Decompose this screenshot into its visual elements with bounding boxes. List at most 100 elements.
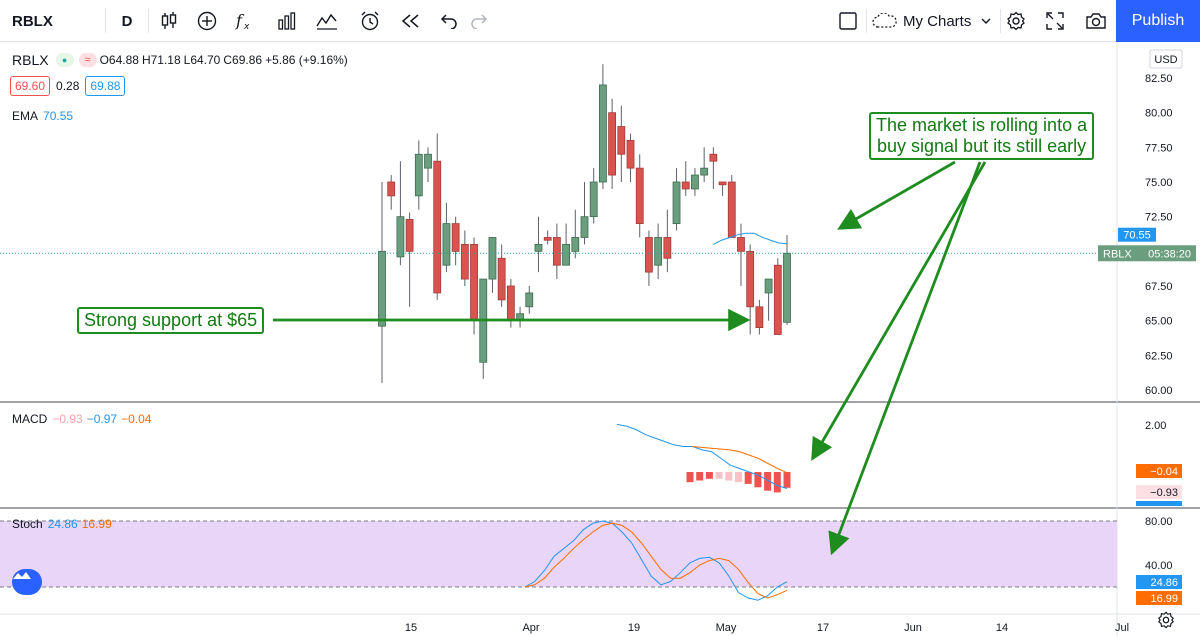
price-tick: 75.00 xyxy=(1145,177,1173,189)
candle-body xyxy=(764,278,773,294)
chart-area[interactable]: USD82.5080.0077.5075.0072.5070.0067.5065… xyxy=(0,42,1200,636)
macd-histogram-bar xyxy=(754,472,762,488)
candle-body xyxy=(562,243,570,266)
macd-histogram-bar xyxy=(735,472,742,483)
stoch-k-badge-label: 24.86 xyxy=(1150,577,1178,589)
candle-body xyxy=(405,219,414,252)
macd-line-value: −0.97 xyxy=(86,412,118,426)
legend-high: H71.18 xyxy=(141,53,181,67)
macd-histogram-bar xyxy=(696,472,704,481)
macd-signal-value: −0.04 xyxy=(121,412,152,426)
candle-body xyxy=(654,237,663,266)
candle-body xyxy=(534,243,543,252)
candles-icon[interactable] xyxy=(155,0,183,42)
wave-icon[interactable]: ≈ xyxy=(78,53,97,67)
candle xyxy=(571,209,580,259)
macd-tick: 2.00 xyxy=(1145,420,1166,432)
candle-body xyxy=(783,252,791,323)
legend-open: O64.88 xyxy=(99,53,139,67)
candle xyxy=(727,175,736,238)
replay-icon[interactable] xyxy=(396,0,426,42)
candle xyxy=(755,299,764,335)
stoch-d-badge xyxy=(1136,591,1182,605)
price-tick: 80.00 xyxy=(1145,108,1173,120)
visibility-dot-icon[interactable]: ● xyxy=(55,53,74,67)
candle xyxy=(709,147,718,189)
buy-signal-line-1: The market is rolling into a xyxy=(876,115,1088,135)
candle-body xyxy=(691,174,699,190)
macd-signal-badge-label: −0.04 xyxy=(1150,466,1178,478)
stoch-d-badge-label: 16.99 xyxy=(1150,593,1178,605)
candle-body xyxy=(571,237,580,252)
candle-body xyxy=(589,181,598,218)
layout-icon[interactable] xyxy=(835,0,861,42)
my-charts-button[interactable]: My Charts xyxy=(872,0,996,42)
annotation-arrow xyxy=(811,161,987,461)
candle xyxy=(451,216,460,266)
stoch-k-line xyxy=(524,520,788,601)
camera-icon[interactable] xyxy=(1083,0,1109,42)
candle-body xyxy=(451,223,460,252)
candle xyxy=(424,147,432,182)
settings-icon[interactable] xyxy=(1003,0,1029,42)
candle-body xyxy=(488,237,497,280)
price-badge xyxy=(1098,245,1196,262)
price-tick: 62.50 xyxy=(1145,350,1173,362)
candle-body xyxy=(635,167,644,224)
legend-symbol: RBLX xyxy=(12,52,49,68)
macd-line xyxy=(616,423,788,489)
interval-button[interactable]: D xyxy=(121,12,133,30)
candle-body xyxy=(460,243,469,280)
macd-hist-badge xyxy=(1136,485,1182,499)
time-tick: 19 xyxy=(628,622,640,634)
candle xyxy=(442,202,451,273)
redo-icon[interactable] xyxy=(466,0,492,42)
candle xyxy=(737,223,745,286)
alert-clock-icon[interactable] xyxy=(355,0,385,42)
stoch-d-line xyxy=(524,522,788,599)
candle xyxy=(580,182,589,245)
support-annotation[interactable]: Strong support at $65 xyxy=(77,307,265,334)
macd-hist-value: −0.93 xyxy=(52,412,83,426)
candle xyxy=(635,154,644,238)
spread-value: 0.28 xyxy=(56,79,80,93)
stoch-d-value: 16.99 xyxy=(81,517,112,531)
macd-histogram-bar xyxy=(686,472,694,483)
time-tick: 14 xyxy=(996,622,1008,634)
symbol-search[interactable]: RBLX xyxy=(12,12,53,30)
price-tick: 67.50 xyxy=(1145,281,1173,293)
ask-box[interactable]: 69.88 xyxy=(85,76,126,96)
undo-icon[interactable] xyxy=(436,0,462,42)
time-tick: Apr xyxy=(522,622,539,634)
candle-body xyxy=(681,181,690,190)
buy-signal-annotation[interactable]: The market is rolling into a buy signal … xyxy=(869,112,1095,160)
price-badge-countdown: 05:38:20 xyxy=(1148,248,1191,260)
macd-hist-badge-label: −0.93 xyxy=(1150,487,1178,499)
add-indicator-icon[interactable] xyxy=(193,0,221,42)
currency-badge xyxy=(1149,49,1183,69)
candle-body xyxy=(552,237,561,266)
candle xyxy=(543,230,552,245)
candle xyxy=(396,161,405,266)
candle-body xyxy=(470,243,478,322)
candle-body xyxy=(442,223,451,266)
chart-canvas[interactable]: USD82.5080.0077.5075.0072.5070.0067.5065… xyxy=(0,42,1200,636)
candle-body xyxy=(414,153,423,197)
bid-box[interactable]: 69.60 xyxy=(10,76,51,96)
fullscreen-icon[interactable] xyxy=(1042,0,1068,42)
publish-button[interactable]: Publish xyxy=(1116,0,1200,42)
candle-body xyxy=(424,153,432,169)
macd-signal-line xyxy=(691,446,788,474)
compare-icon[interactable] xyxy=(312,0,342,42)
ema-line xyxy=(713,232,788,245)
main-legend: RBLX ● ≈ O64.88 H71.18 L64.70 C69.86 +5.… xyxy=(12,52,351,68)
time-tick: 15 xyxy=(405,622,417,634)
macd-line-badge xyxy=(1136,501,1182,506)
macd-histogram-bar xyxy=(725,472,733,481)
price-tick: 65.00 xyxy=(1145,316,1173,328)
bar-chart-icon[interactable] xyxy=(273,0,301,42)
legend-change: +5.86 (+9.16%) xyxy=(265,53,348,67)
stoch-band xyxy=(0,521,1117,587)
stoch-legend: Stoch 24.86 16.99 xyxy=(12,517,112,531)
